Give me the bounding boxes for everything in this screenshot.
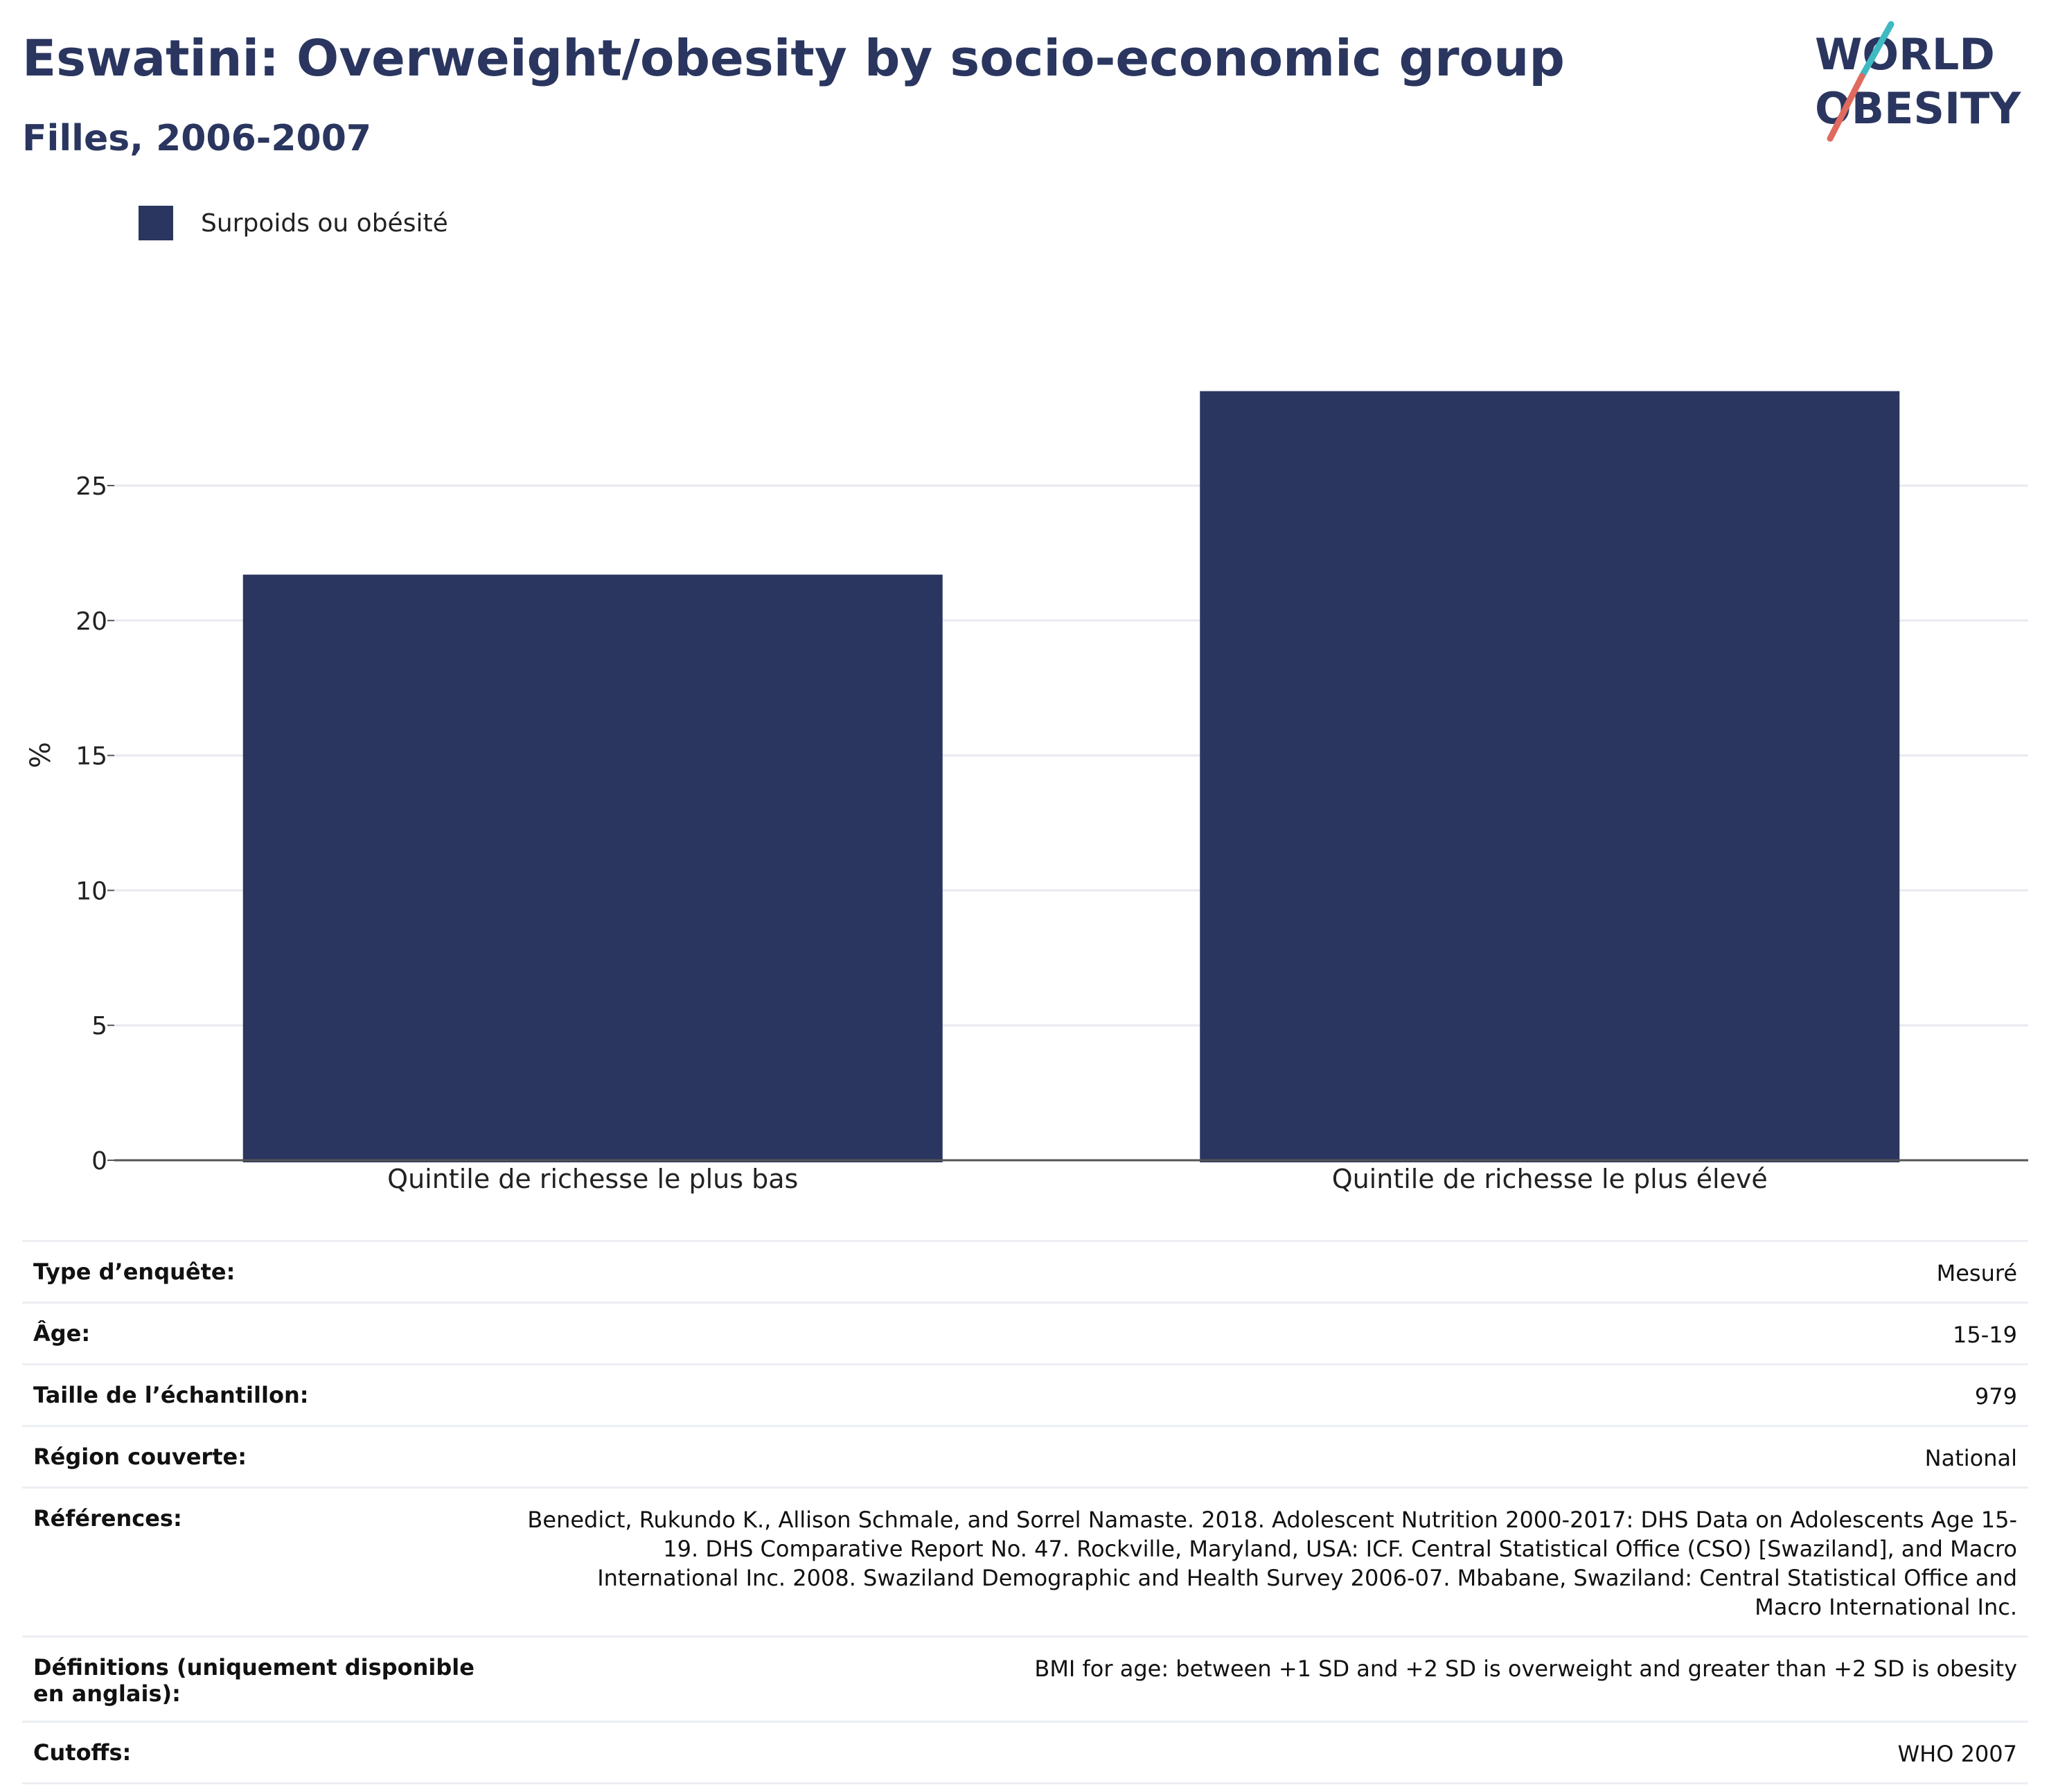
info-value: WHO 2007 bbox=[515, 1721, 2028, 1784]
info-row: Âge: 15-19 bbox=[22, 1302, 2028, 1365]
chart-title: Eswatini: Overweight/obesity by socio-ec… bbox=[22, 29, 1565, 87]
metadata-table: Type d’enquête: Mesuré Âge: 15-19 Taille de … bbox=[22, 1240, 2028, 1784]
bar-1[interactable] bbox=[242, 574, 943, 1162]
legend-swatch bbox=[139, 206, 173, 240]
info-value: National bbox=[515, 1425, 2028, 1489]
info-row: Type d’enquête: Mesuré bbox=[22, 1240, 2028, 1304]
x-tick-label: Quintile de richesse le plus élevé bbox=[1332, 1164, 1768, 1194]
info-value: Benedict, Rukundo K., Allison Schmale, a… bbox=[515, 1487, 2028, 1638]
info-label: Région couverte: bbox=[22, 1425, 515, 1489]
world-obesity-logo: WORLD OBESITY bbox=[1815, 21, 2021, 142]
info-label: Cutoffs: bbox=[22, 1721, 515, 1784]
chart-legend[interactable]: Surpoids ou obésité bbox=[139, 205, 448, 241]
y-tick-label: 25 bbox=[76, 472, 107, 501]
info-label: Âge: bbox=[22, 1302, 515, 1365]
axes: 0 5 10 15 20 25% Quintile de richesse le plus … bbox=[25, 472, 2028, 1194]
info-row: Taille de l’échantillon: 979 bbox=[22, 1363, 2028, 1427]
y-tick-label: 0 bbox=[91, 1147, 107, 1176]
info-value: 979 bbox=[515, 1363, 2028, 1427]
y-tick-label: 15 bbox=[76, 743, 107, 771]
logo-word-obesity: OBESITY bbox=[1815, 83, 2021, 134]
info-label: Taille de l’échantillon: bbox=[22, 1363, 515, 1427]
logo-word-world: WORLD bbox=[1815, 29, 1995, 80]
info-row: Région couverte: National bbox=[22, 1425, 2028, 1489]
chart-subtitle: Filles, 2006-2007 bbox=[22, 118, 372, 159]
info-label: Références: bbox=[22, 1487, 515, 1638]
bars bbox=[242, 391, 1900, 1162]
info-label: Type d’enquête: bbox=[22, 1240, 515, 1304]
x-tick-label: Quintile de richesse le plus bas bbox=[387, 1164, 798, 1194]
info-row: Cutoffs: WHO 2007 bbox=[22, 1721, 2028, 1784]
logo-slash-teal bbox=[1859, 21, 1895, 80]
info-row: Définitions (uniquement disponible en an… bbox=[22, 1635, 2028, 1723]
legend-label: Surpoids ou obésité bbox=[201, 209, 448, 238]
logo-slash-coral bbox=[1827, 73, 1865, 142]
y-tick-label: 5 bbox=[91, 1012, 107, 1040]
info-label: Définitions (uniquement disponible en an… bbox=[22, 1635, 515, 1723]
bar-2[interactable] bbox=[1200, 391, 1900, 1162]
info-value: 15-19 bbox=[515, 1302, 2028, 1365]
info-value: BMI for age: between +1 SD and +2 SD is … bbox=[515, 1635, 2028, 1723]
y-tick-label: 20 bbox=[76, 607, 107, 636]
y-axis-label: % bbox=[25, 742, 57, 768]
info-value: Mesuré bbox=[515, 1240, 2028, 1304]
bar-chart: 0 5 10 15 20 25% Quintile de richesse le plus … bbox=[25, 391, 2028, 1194]
info-row: Références: Benedict, Rukundo K., Allison… bbox=[22, 1487, 2028, 1638]
y-tick-label: 10 bbox=[76, 877, 107, 905]
